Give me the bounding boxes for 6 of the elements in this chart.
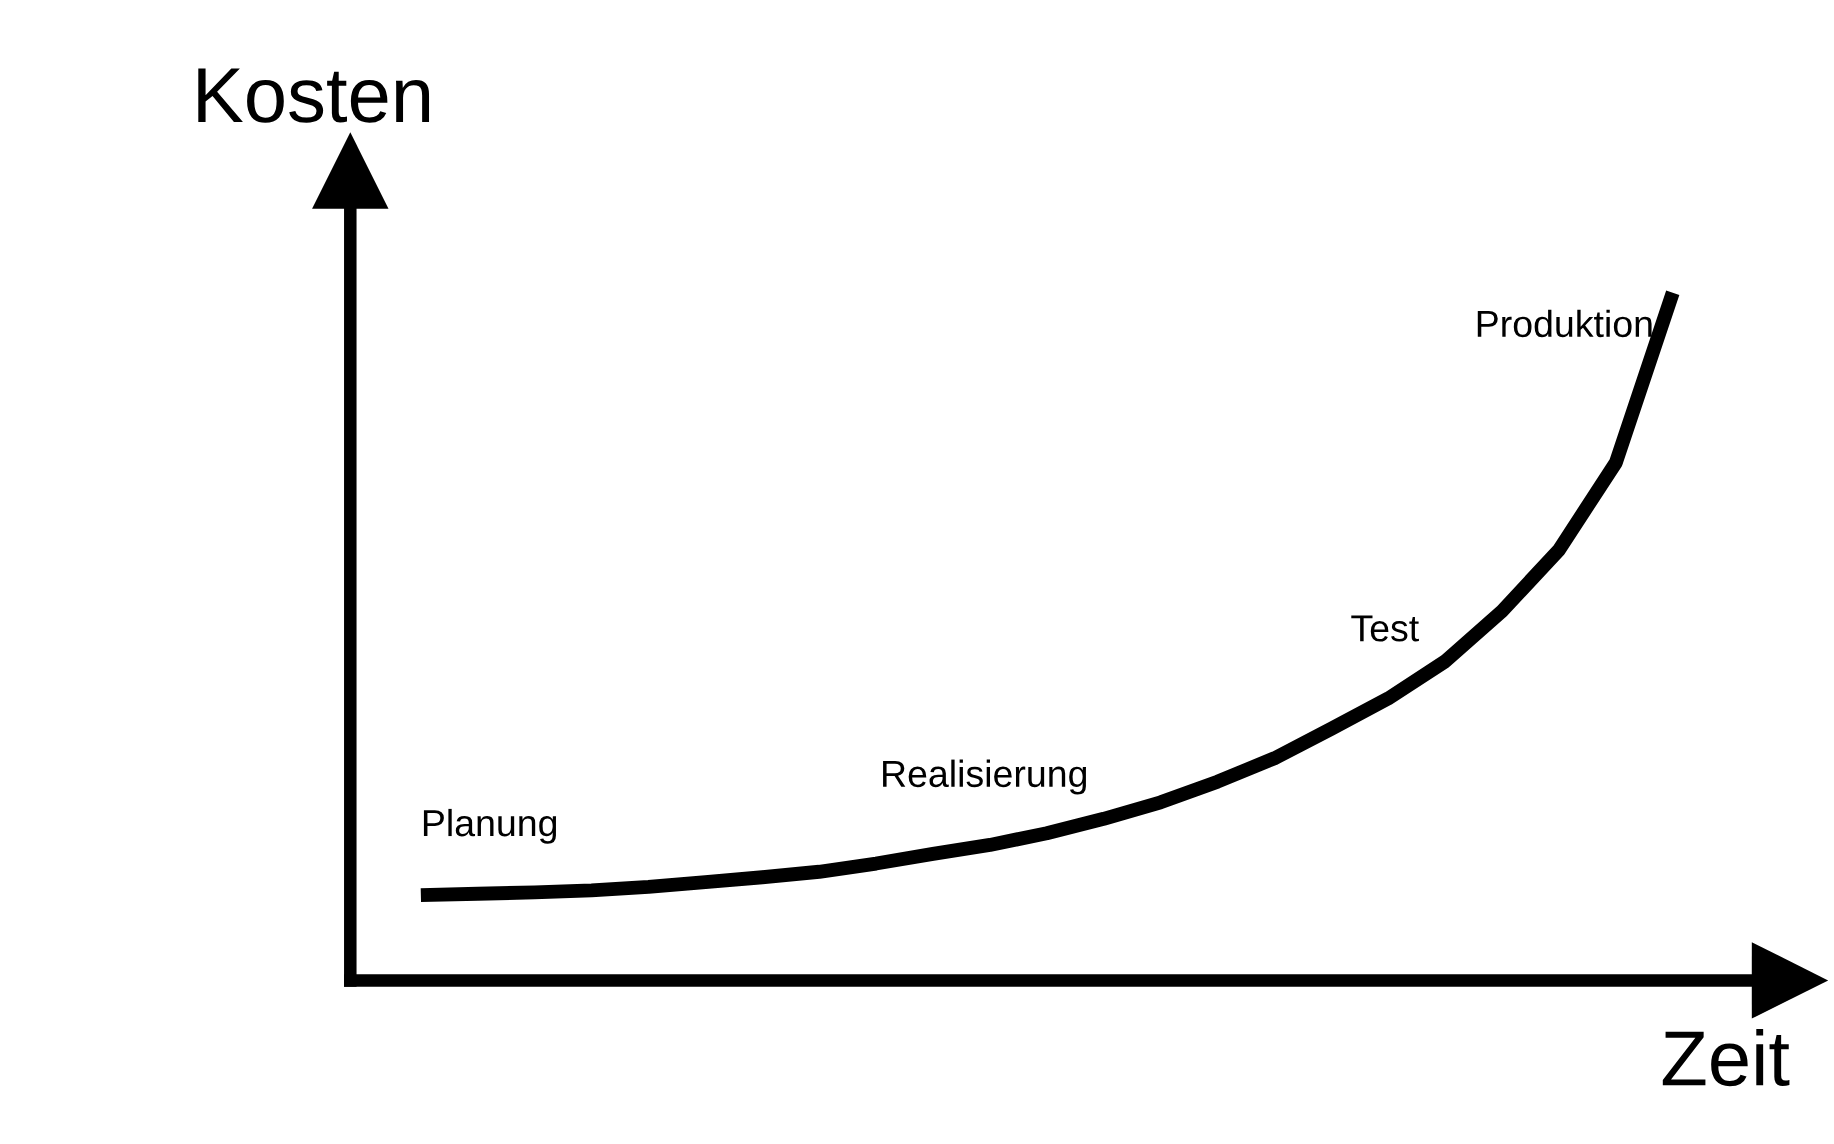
annotation: Planung bbox=[423, 808, 557, 844]
annotation: Test bbox=[1351, 615, 1419, 642]
x-axis-title: Zeit bbox=[1662, 1029, 1790, 1087]
annotation: Realisierung bbox=[883, 759, 1087, 795]
annotation: Produktion bbox=[1477, 309, 1652, 338]
y-axis-title: Kosten bbox=[198, 68, 430, 123]
